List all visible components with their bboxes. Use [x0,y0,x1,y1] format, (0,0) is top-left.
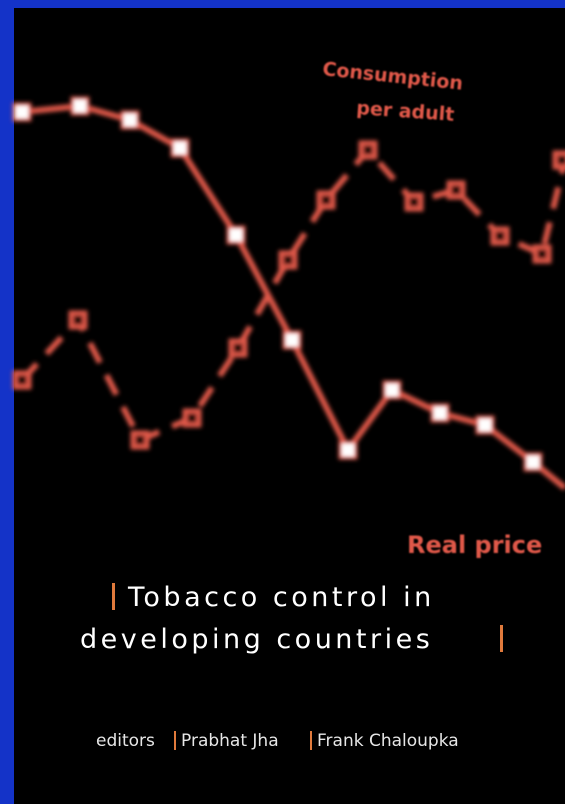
price-points [12,96,543,472]
illustration [12,96,565,491]
separator [310,731,312,750]
consumption-points [12,140,565,450]
editors-label: editors [96,731,155,751]
separator [500,625,503,652]
title-line: Tobacco control in [127,582,435,613]
separator [174,731,176,750]
price-label: Real price [407,531,542,559]
editor: Prabhat Jha [181,731,279,751]
editor: Frank Chaloupka [317,731,459,751]
black-panel [14,8,565,804]
title-line: developing countries [80,624,433,655]
separator [112,583,115,610]
